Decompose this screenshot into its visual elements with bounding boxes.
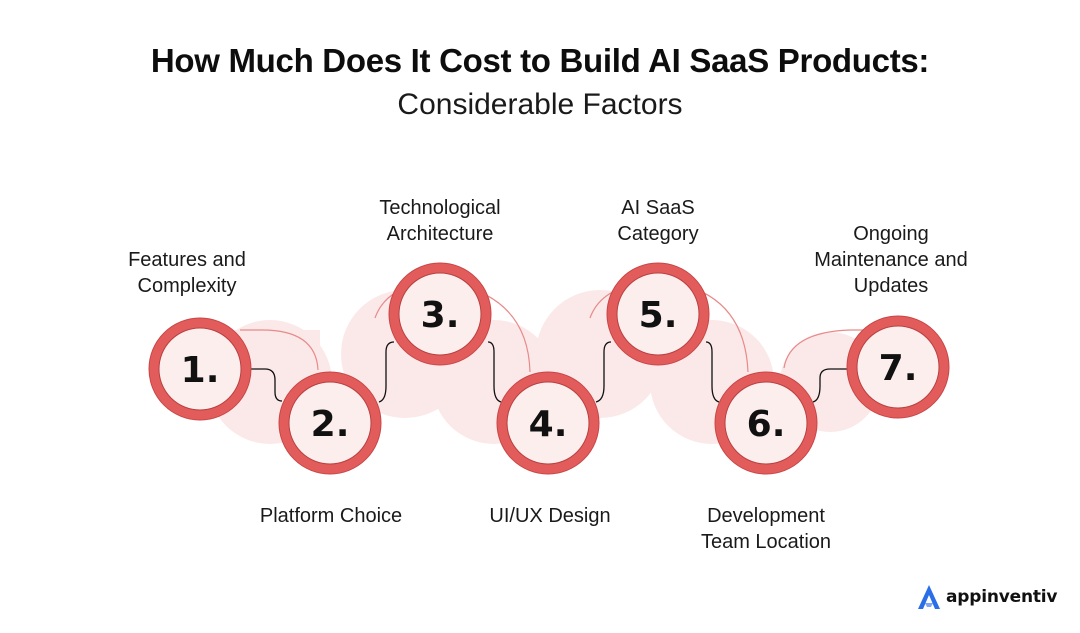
- number-2: 2.: [311, 404, 350, 445]
- circle-4: 4.: [496, 371, 600, 475]
- connector-4-5: [595, 341, 612, 403]
- circle-6-inner: [724, 381, 808, 465]
- circle-1: 1.: [148, 317, 252, 421]
- number-1: 1.: [181, 350, 220, 391]
- label-technological-architecture: Technological Architecture: [379, 197, 501, 245]
- connectors: [250, 341, 848, 403]
- circle-7-inner: [856, 325, 940, 409]
- circle-5-inner: [616, 272, 700, 356]
- number-5: 5.: [639, 295, 678, 336]
- label-ongoing-maintenance-and-updates: Ongoing Maintenance and Updates: [814, 223, 968, 297]
- connector-2-3: [378, 341, 395, 403]
- label-development-team-location: Development Team Location: [700, 505, 832, 553]
- circle-4-inner: [506, 381, 590, 465]
- circle-6: 6.: [714, 371, 818, 475]
- label-ui-ux-design: UI/UX Design: [489, 505, 611, 527]
- page-title: How Much Does It Cost to Build AI SaaS P…: [150, 42, 930, 79]
- number-6: 6.: [747, 404, 786, 445]
- accent-arc-1: [240, 329, 319, 371]
- circle-3: 3.: [388, 262, 492, 366]
- label-features-and-complexity: Features and Complexity: [128, 249, 246, 297]
- page-subtitle: Considerable Factors: [397, 88, 683, 121]
- connector-5-6: [705, 341, 720, 403]
- circle-1-inner: [158, 327, 242, 411]
- connector-3-4: [487, 341, 502, 403]
- label-ai-saas-category: AI SaaS Category: [617, 197, 699, 245]
- number-3: 3.: [421, 295, 460, 336]
- circle-5: 5.: [606, 262, 710, 366]
- number-7: 7.: [879, 348, 918, 389]
- connector-6-7: [812, 368, 848, 403]
- accent-arc-7: [783, 329, 900, 369]
- circle-3-inner: [398, 272, 482, 356]
- connector-1-2: [250, 368, 283, 402]
- number-4: 4.: [529, 404, 568, 445]
- circle-2: 2.: [278, 371, 382, 475]
- circle-7: 7.: [846, 315, 950, 419]
- label-platform-choice: Platform Choice: [259, 505, 403, 527]
- brand-name: appinventiv: [946, 587, 1058, 607]
- appinventiv-logo-icon: [918, 585, 940, 609]
- brand-logo: appinventiv: [916, 582, 1057, 612]
- circle-2-inner: [288, 381, 372, 465]
